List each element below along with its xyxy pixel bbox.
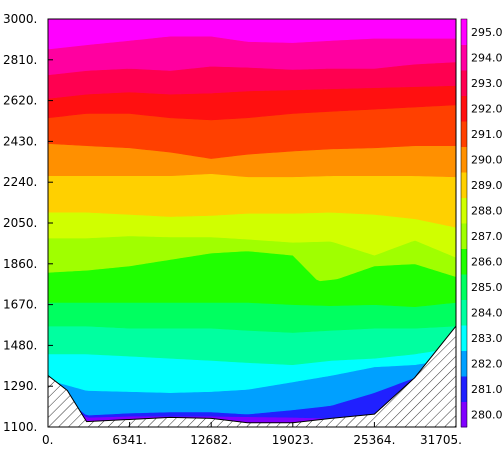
- colorbar-label: 289.0: [471, 179, 502, 192]
- plot-area: [48, 19, 456, 427]
- colorbar-swatch: [461, 325, 467, 351]
- y-tick-label: 2430.: [3, 134, 37, 148]
- x-tick-label: 6341.: [112, 433, 146, 447]
- colorbar-label: 280.0: [471, 408, 502, 421]
- x-tick-label: 31705.: [420, 433, 462, 447]
- y-tick-label: 2810.: [3, 53, 37, 67]
- colorbar-label: 283.0: [471, 332, 502, 345]
- terrain-hatched: [48, 325, 456, 427]
- colorbar-swatch: [461, 172, 467, 198]
- y-tick-label: 1290.: [3, 379, 37, 393]
- colorbar-swatch: [461, 223, 467, 249]
- colorbar-swatch: [461, 274, 467, 300]
- colorbar-label: 294.0: [471, 51, 502, 64]
- y-tick-label: 1100.: [3, 420, 37, 434]
- colorbar-swatch: [461, 197, 467, 224]
- colorbar-swatch: [461, 376, 467, 402]
- x-tick-label: 25364.: [353, 433, 395, 447]
- colorbar-swatch: [461, 95, 467, 122]
- colorbar-label: 284.0: [471, 306, 502, 319]
- colorbar-swatch: [461, 248, 467, 275]
- y-tick-label: 2050.: [3, 216, 37, 230]
- colorbar-swatch: [461, 401, 467, 428]
- colorbar-label: 291.0: [471, 128, 502, 141]
- colorbar-frame: [460, 18, 468, 428]
- y-tick-label: 2240.: [3, 175, 37, 189]
- y-tick-label: 1860.: [3, 257, 37, 271]
- colorbar-swatch: [461, 299, 467, 326]
- x-tick-label: 0.: [42, 433, 53, 447]
- y-tick-label: 2620.: [3, 94, 37, 108]
- colorbar-swatch: [461, 146, 467, 173]
- colorbar-label: 281.0: [471, 383, 502, 396]
- colorbar-label: 286.0: [471, 255, 502, 268]
- colorbar-label: 293.0: [471, 77, 502, 90]
- colorbar-swatch: [461, 70, 467, 96]
- y-tick-label: 1670.: [3, 298, 37, 312]
- y-tick-label: 3000.: [3, 12, 37, 26]
- x-tick-label: 19023.: [272, 433, 314, 447]
- axes: 1100. 1290. 1480. 1670. 1860. 2050. 2240. 2430.…: [3, 12, 462, 447]
- colorbar-swatch: [461, 44, 467, 71]
- y-tick-label: 1480.: [3, 338, 37, 352]
- x-tick-label: 12682.: [190, 433, 232, 447]
- colorbar-label: 295.0: [471, 26, 502, 39]
- colorbar-swatch: [461, 350, 467, 377]
- contour-band-295.0: [48, 19, 456, 50]
- colorbar-label: 287.0: [471, 230, 502, 243]
- colorbar-label: 290.0: [471, 153, 502, 166]
- colorbar-label: 292.0: [471, 102, 502, 115]
- colorbar-label: 288.0: [471, 204, 502, 217]
- colorbar-swatch: [461, 121, 467, 147]
- colorbar-swatch: [461, 19, 467, 45]
- colorbar-label: 285.0: [471, 281, 502, 294]
- colorbar-label: 282.0: [471, 357, 502, 370]
- colorbar: 280.0 281.0 282.0 283.0 284.0 285.0 286.0 287.0…: [460, 18, 502, 428]
